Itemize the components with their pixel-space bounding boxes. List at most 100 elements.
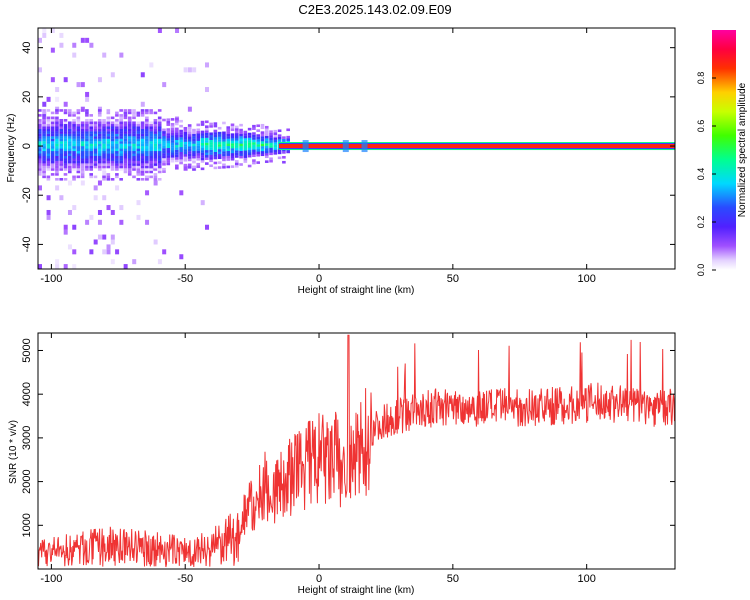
spectrogram-cell [89,173,93,176]
spectrogram-cell [115,111,119,115]
spectrogram-cell [102,150,106,154]
spectrogram-cell [145,175,149,179]
spectrogram-cell [222,143,226,147]
spectrogram-cell [153,148,158,152]
spectrogram-cell [46,109,51,112]
spectrogram-cell [127,155,132,159]
spectrogram-cell [42,123,46,127]
spectrogram-cell [85,138,89,142]
spectrogram-cell [145,109,149,112]
spectrogram-cell [217,126,222,130]
spectrogram-cell [175,142,179,145]
spectrogram-cell [170,118,175,121]
spectrogram-cell [119,131,123,134]
spectrogram-cell [149,170,153,174]
spectrogram-cell [38,118,42,122]
spectrogram-cell [42,131,46,134]
spectrogram-cell [187,131,192,135]
spectrogram-cell [239,163,243,166]
spectrogram-cell [38,114,42,117]
spectrogram-cell [252,139,256,143]
spectrogram-cell [205,125,209,129]
spectrogram-cell [59,163,64,166]
spectrogram-cell [127,141,132,144]
spectrogram-cell [59,153,64,157]
spectrogram-cell [63,133,68,137]
spectrogram-cell [76,123,81,127]
spectrogram-cell [183,141,188,145]
spectrogram-cell [72,52,77,58]
spectrogram-cell [76,111,81,115]
spectrogram-cell [136,170,141,174]
spectrogram-cell [153,173,158,176]
spectrogram-cell [106,160,111,164]
spectrogram-cell [72,178,76,181]
spectrogram-cell [179,132,183,135]
spectrogram-cell [93,123,98,127]
spectrogram-cell [252,134,256,138]
spectrogram-cell [127,143,132,147]
spectrogram-cell [55,170,59,174]
spectrogram-cell [59,121,64,125]
spectrogram-cell [93,121,98,125]
spectrogram-cell [55,126,59,129]
spectrogram-cell [157,133,162,137]
snr-x-tick-label: 100 [577,573,595,585]
spectrogram-cell [247,147,252,151]
colorbar-tick-label: 0.8 [696,72,706,85]
spectrogram-cell [256,144,260,147]
spectrogram-cell [192,143,196,147]
spectrogram-cell [132,175,136,179]
spectrogram-cell [273,144,278,148]
spectrogram-cell [226,165,231,169]
spectrogram-cell [260,133,265,137]
spectrogram-cell [166,138,171,141]
spectrogram-cell [234,130,239,134]
spectrogram-cell [247,145,252,148]
spectrogram-cell [252,154,256,158]
snr-y-tick-label: 5000 [21,338,33,362]
spectrogram-cell [277,139,282,142]
colorbar-tick-label: 0.0 [696,264,706,277]
spectrogram-cell [80,155,85,159]
spectrogram-cell [162,128,166,132]
spectrogram-cell [162,160,166,164]
spectrogram-cell [136,121,141,125]
spectrogram-cell [230,157,235,161]
spectrogram-cell [179,144,183,148]
spectrogram-cell [42,175,46,179]
spectrogram-cell [170,140,175,143]
spectrogram-cell [42,28,47,33]
spectrogram-cell [55,116,59,120]
spectrogram-cell [226,143,231,147]
spectrogram-cell [149,133,153,137]
spectrogram-cell [153,141,158,144]
spectrogram-cell [200,135,205,139]
spectrogram-cell [264,125,269,129]
spectrogram-cell [170,125,175,129]
spectrogram-cell [46,118,51,122]
spectrogram-cell [85,133,89,137]
spectrogram-cell [72,168,76,171]
spectrogram-cell [187,158,192,162]
spectrogram-cell [157,118,162,122]
spectrogram-cell [187,136,192,140]
spectrogram-cell [85,131,89,134]
spectrogram-cell [67,109,72,112]
spectrogram-cell [170,123,175,126]
spectrogram-cell [183,134,188,137]
spectrogram-cell [243,147,248,151]
spectrogram-cell [140,150,145,154]
spectrogram-cell [217,151,222,155]
spectrogram-cell [59,138,64,142]
spectrogram-cell [63,121,68,125]
spectrogram-cell [80,131,85,134]
spectrogram-cell [162,150,166,154]
spectrogram-cell [140,121,145,125]
spectrogram-cell [273,137,278,140]
spectrogram-cell [63,158,68,161]
spectrogram-cell [157,178,162,181]
spectrogram-cell [50,160,55,164]
spectrogram-cell [46,209,51,215]
spectrogram-cell [149,158,153,161]
